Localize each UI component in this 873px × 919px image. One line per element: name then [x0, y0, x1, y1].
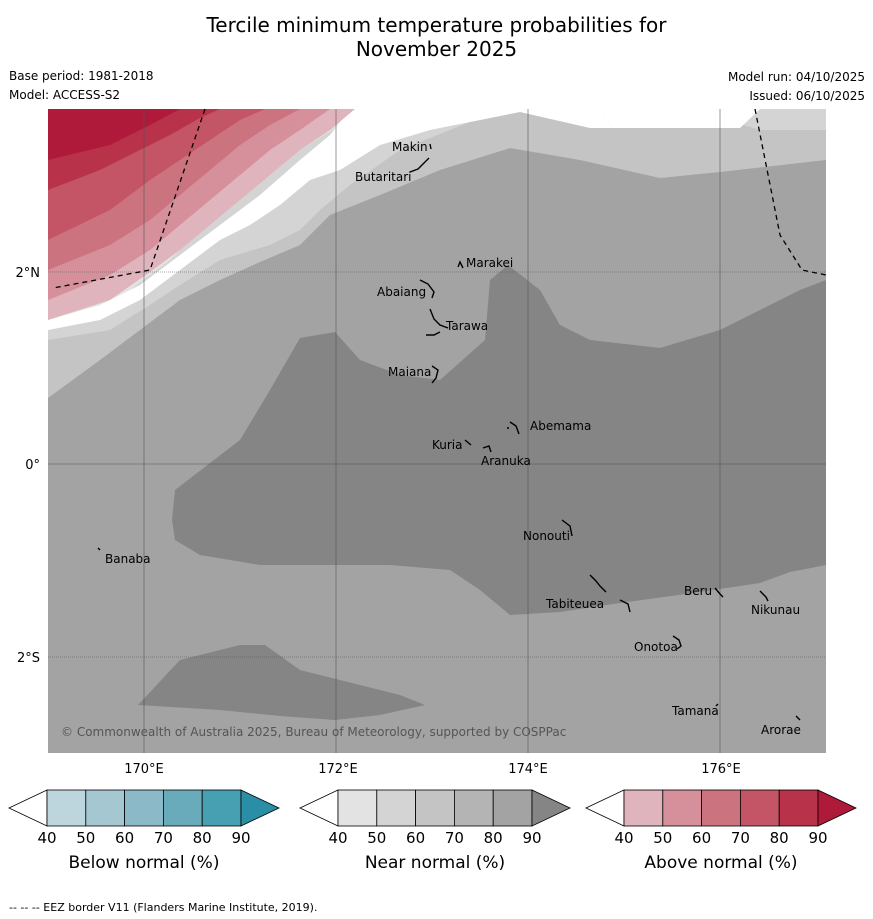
- label-abaiang: Abaiang: [377, 285, 426, 299]
- colorbar-1-low-extend: [299, 789, 339, 827]
- colorbar-2-tick-40: 40: [614, 829, 634, 847]
- colorbar-near-normal: [299, 789, 571, 827]
- label-nikunau: Nikunau: [751, 603, 800, 617]
- lon-label-174e: 174°E: [508, 762, 548, 777]
- colorbar-2-bin-0: [623, 789, 664, 827]
- model-run-date: Model run: 04/10/2025: [727, 70, 865, 84]
- colorbar-below-normal: [8, 789, 280, 827]
- label-tarawa: Tarawa: [445, 319, 488, 333]
- lon-label-172e: 172°E: [318, 762, 358, 777]
- label-tabiteuea: Tabiteuea: [545, 597, 604, 611]
- colorbar-1-high-extend: [531, 789, 571, 827]
- colorbar-2-low-extend: [585, 789, 625, 827]
- lat-label-2s: 2°S: [17, 651, 40, 666]
- colorbar-below-normal-label: Below normal (%): [68, 853, 220, 873]
- colorbar-0-bin-1: [85, 789, 126, 827]
- eez-border-west: [52, 108, 206, 289]
- colorbar-1-bin-2: [415, 789, 455, 827]
- copyright-notice: © Commonwealth of Australia 2025, Bureau…: [61, 725, 566, 739]
- colorbar-above-normal: [585, 789, 857, 827]
- label-aranuka: Aranuka: [481, 454, 531, 468]
- colorbar-2-bin-2: [701, 789, 741, 827]
- lon-label-176e: 176°E: [701, 762, 741, 777]
- colorbar-1-tick-50: 50: [367, 829, 387, 847]
- colorbar-2-tick-70: 70: [730, 829, 750, 847]
- near-normal-80-90-south-region: [138, 645, 425, 720]
- eez-border-east: [754, 108, 827, 276]
- colorbar-0-tick-80: 80: [192, 829, 212, 847]
- label-marakei: Marakei: [466, 256, 513, 270]
- colorbar-1-tick-90: 90: [522, 829, 542, 847]
- colorbar-2-tick-80: 80: [769, 829, 789, 847]
- colorbar-1-tick-80: 80: [483, 829, 503, 847]
- colorbar-2-tick-60: 60: [692, 829, 712, 847]
- label-makin: Makin: [392, 140, 428, 154]
- colorbar-2-bin-3: [740, 789, 780, 827]
- base-period: Base period: 1981-2018: [9, 69, 154, 83]
- no-dominant-region: [48, 109, 612, 330]
- above-normal-90-region: [48, 109, 180, 160]
- colorbar-2-high-extend: [817, 789, 857, 827]
- label-maiana: Maiana: [388, 365, 431, 379]
- eez-border-footnote: -- -- -- EEZ border V11 (Flanders Marine…: [9, 901, 318, 914]
- model-name: Model: ACCESS-S2: [9, 88, 121, 102]
- graticule: [48, 109, 826, 753]
- colorbar-1-bin-4: [492, 789, 533, 827]
- colorbar-0-low-extend: [8, 789, 48, 827]
- islands: [97, 143, 801, 721]
- colorbar-1-bin-0: [337, 789, 378, 827]
- label-butaritari: Butaritari: [355, 170, 412, 184]
- colorbar-0-tick-70: 70: [153, 829, 173, 847]
- colorbar-above-normal-label: Above normal (%): [644, 853, 798, 873]
- colorbar-2-bin-4: [778, 789, 819, 827]
- near-normal-80-90-region: [172, 265, 826, 615]
- label-onotoa: Onotoa: [634, 640, 678, 654]
- label-abemama: Abemama: [530, 419, 591, 433]
- colorbar-1-tick-60: 60: [406, 829, 426, 847]
- lat-label-0: 0°: [25, 458, 40, 473]
- label-kuria: Kuria: [432, 438, 463, 452]
- map-title-line-1: Tercile minimum temperature probabilitie…: [206, 13, 667, 37]
- label-nonouti: Nonouti: [523, 529, 570, 543]
- label-arorae: Arorae: [761, 723, 801, 737]
- colorbar-1-tick-70: 70: [444, 829, 464, 847]
- colorbar-2-tick-50: 50: [653, 829, 673, 847]
- colorbar-0-bin-0: [46, 789, 87, 827]
- label-beru: Beru: [684, 584, 712, 598]
- colorbar-0-high-extend: [240, 789, 280, 827]
- lat-label-2n: 2°N: [16, 266, 41, 281]
- colorbar-1-tick-40: 40: [328, 829, 348, 847]
- colorbar-near-normal-label: Near normal (%): [364, 853, 506, 873]
- label-tamana: Tamana: [671, 704, 719, 718]
- colorbar-2-tick-90: 90: [808, 829, 828, 847]
- colorbar-2-bin-1: [662, 789, 702, 827]
- lon-label-170e: 170°E: [124, 762, 164, 777]
- no-dominant-region-east: [600, 109, 760, 128]
- colorbar-1-bin-1: [376, 789, 416, 827]
- issued-date: Issued: 06/10/2025: [749, 89, 865, 103]
- colorbar-0-tick-90: 90: [231, 829, 251, 847]
- colorbar-0-tick-60: 60: [115, 829, 135, 847]
- colorbar-1-bin-3: [453, 789, 494, 827]
- colorbar-0-bin-3: [162, 789, 203, 827]
- colorbar-0-bin-2: [124, 789, 164, 827]
- colorbar-0-bin-4: [201, 789, 242, 827]
- colorbar-0-tick-40: 40: [37, 829, 57, 847]
- probability-map: Makin Butaritari Marakei Abaiang Tarawa …: [8, 108, 857, 827]
- map-title-line-2: November 2025: [355, 37, 518, 61]
- label-banaba: Banaba: [105, 552, 151, 566]
- colorbar-0-tick-50: 50: [76, 829, 96, 847]
